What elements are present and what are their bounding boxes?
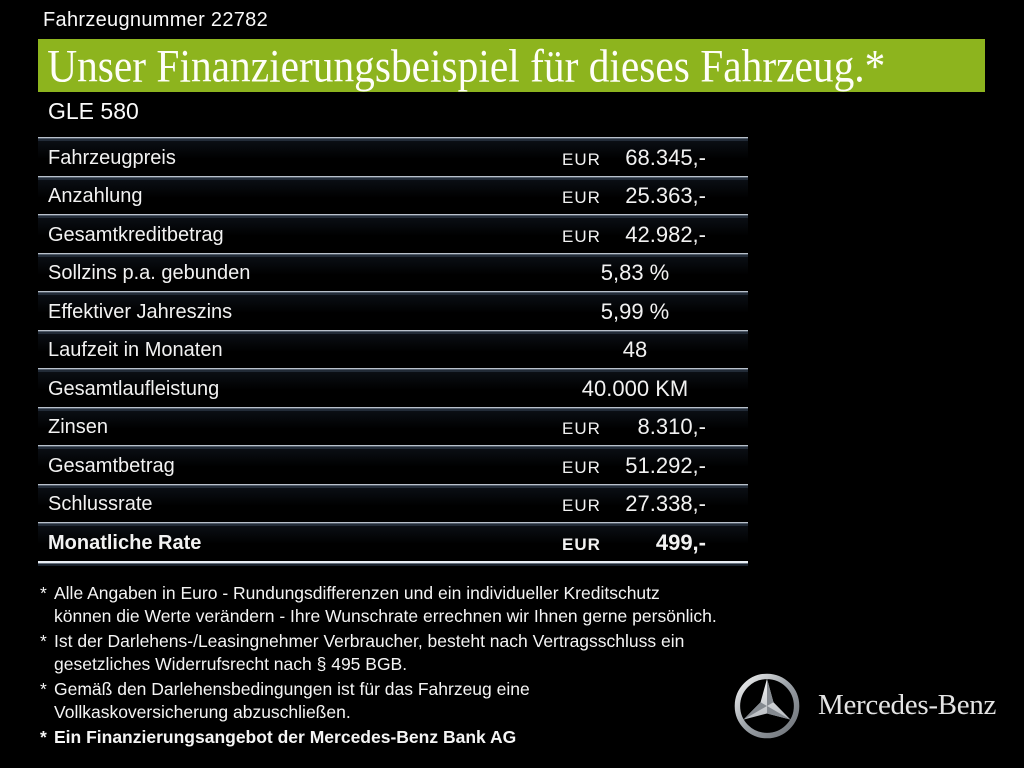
financing-table: Fahrzeugpreis EUR 68.345,- Anzahlung EUR… — [38, 137, 748, 566]
row-divider — [38, 175, 748, 180]
row-divider — [38, 406, 748, 411]
footnote-line: Alle Angaben in Euro - Rundungsdifferenz… — [54, 583, 660, 603]
row-value: 40.000 KM — [581, 375, 689, 401]
row-label: Fahrzeugpreis — [48, 146, 176, 169]
footnote-line: Gemäß den Darlehensbedingungen ist für d… — [54, 679, 530, 699]
asterisk-marker: * — [40, 631, 47, 651]
currency-label: EUR — [562, 534, 601, 554]
footnote: * Ist der Darlehens-/Leasingnehmer Verbr… — [40, 630, 730, 675]
row-value: 5,83 % — [600, 260, 670, 285]
table-row: Fahrzeugpreis EUR 68.345,- — [38, 137, 748, 176]
row-value: 48 — [622, 337, 648, 362]
model-name: GLE 580 — [48, 98, 139, 124]
currency-label: EUR — [562, 457, 601, 477]
row-divider — [38, 137, 748, 141]
table-row: Laufzeit in Monaten 48 — [38, 329, 748, 368]
table-row: Zinsen EUR 8.310,- — [38, 406, 748, 445]
asterisk-marker: * — [40, 727, 47, 747]
table-row: Effektiver Jahreszins 5,99 % — [38, 291, 748, 330]
currency-label: EUR — [562, 226, 601, 246]
row-divider — [38, 329, 748, 334]
row-value: 499,- — [655, 529, 706, 555]
currency-label: EUR — [562, 149, 601, 169]
footnote: * Alle Angaben in Euro - Rundungsdiffere… — [40, 582, 730, 627]
row-divider — [38, 214, 748, 218]
row-label: Sollzins p.a. gebunden — [48, 262, 251, 284]
page-title: Unser Finanzierungsbeispiel für dieses F… — [47, 39, 886, 92]
table-row: Schlussrate EUR 27.338,- — [38, 483, 748, 522]
row-label: Effektiver Jahreszins — [48, 300, 233, 323]
row-divider — [38, 483, 748, 488]
currency-label: EUR — [562, 419, 601, 438]
asterisk-marker: * — [40, 679, 47, 699]
row-label: Anzahlung — [48, 185, 143, 207]
row-value: 25.363,- — [625, 183, 706, 208]
footnotes: * Alle Angaben in Euro - Rundungsdiffere… — [40, 582, 730, 752]
row-divider — [38, 368, 748, 372]
row-value: 51.292,- — [625, 452, 706, 478]
row-label: Gesamtlaufleistung — [48, 377, 220, 400]
row-label: Monatliche Rate — [48, 531, 202, 554]
row-label: Schlussrate — [48, 493, 153, 515]
vehicle-number: Fahrzeugnummer 22782 — [43, 9, 269, 31]
footnote-line: Vollkaskoversicherung abzuschließen. — [54, 701, 351, 722]
footnote: * Gemäß den Darlehensbedingungen ist für… — [40, 678, 730, 723]
currency-label: EUR — [562, 496, 601, 515]
asterisk-marker: * — [40, 583, 47, 603]
table-row: Gesamtkreditbetrag EUR 42.982,- — [38, 214, 748, 253]
headline-banner: Unser Finanzierungsbeispiel für dieses F… — [38, 39, 985, 92]
footnote-line: gesetzliches Widerrufsrecht nach § 495 B… — [54, 653, 408, 674]
row-divider — [38, 445, 748, 449]
row-label: Laufzeit in Monaten — [48, 339, 223, 361]
brand-name: Mercedes-Benz — [818, 689, 997, 721]
footnote-line: Ist der Darlehens-/Leasingnehmer Verbrau… — [54, 631, 685, 651]
table-row: Sollzins p.a. gebunden 5,83 % — [38, 252, 748, 291]
currency-label: EUR — [562, 188, 601, 207]
row-value: 8.310,- — [637, 414, 707, 439]
row-divider — [38, 252, 748, 257]
mercedes-star-icon — [734, 673, 800, 739]
table-row: Gesamtlaufleistung 40.000 KM — [38, 368, 748, 407]
row-divider — [38, 522, 748, 526]
row-divider — [38, 291, 748, 295]
row-label: Gesamtkreditbetrag — [48, 223, 224, 246]
table-bottom-divider — [38, 560, 748, 566]
row-value: 27.338,- — [625, 491, 706, 516]
table-row: Anzahlung EUR 25.363,- — [38, 175, 748, 214]
footnote-bank-offer: * Ein Finanzierungsangebot der Mercedes-… — [40, 726, 730, 749]
row-value: 5,99 % — [600, 298, 670, 324]
table-row-monthly-rate: Monatliche Rate EUR 499,- — [38, 522, 748, 561]
row-label: Zinsen — [48, 416, 109, 438]
footnote-line: können die Werte verändern - Ihre Wunsch… — [54, 605, 717, 626]
row-value: 68.345,- — [625, 144, 706, 170]
row-value: 42.982,- — [625, 221, 706, 247]
table-row: Gesamtbetrag EUR 51.292,- — [38, 445, 748, 484]
footnote-line: Ein Finanzierungsangebot der Mercedes-Be… — [54, 727, 517, 747]
row-label: Gesamtbetrag — [48, 454, 175, 477]
